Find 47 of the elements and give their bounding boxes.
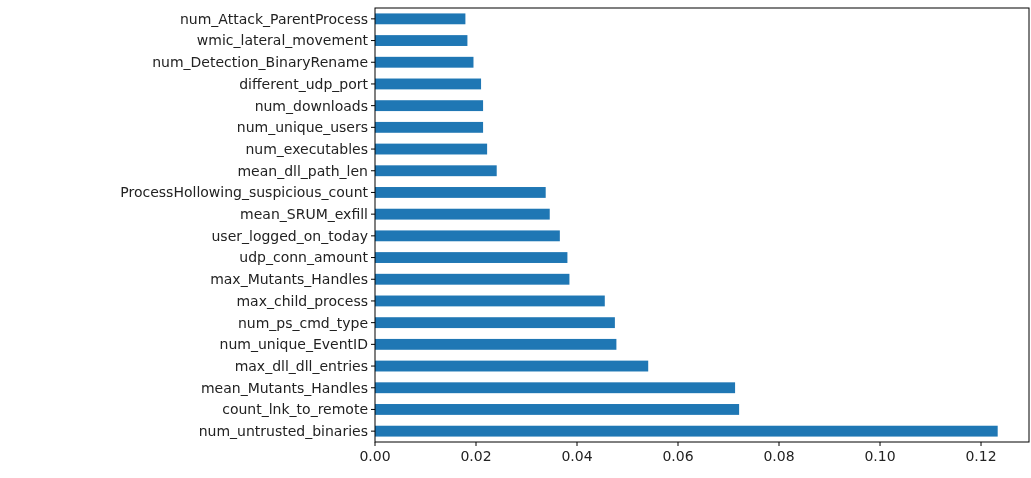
y-tick-label: max_child_process bbox=[236, 292, 368, 309]
y-tick-label: count_lnk_to_remote bbox=[222, 401, 368, 418]
y-tick-label: user_logged_on_today bbox=[211, 227, 368, 244]
bar bbox=[375, 165, 497, 177]
bar bbox=[375, 208, 550, 220]
y-tick-label: num_downloads bbox=[254, 97, 368, 114]
y-tick-label: wmic_lateral_movement bbox=[196, 32, 369, 49]
bar bbox=[375, 187, 546, 198]
y-tick-label: different_udp_port bbox=[239, 75, 369, 92]
bar bbox=[375, 78, 482, 90]
x-tick-label: 0.00 bbox=[359, 448, 391, 464]
y-tick-label: max_dll_dll_entries bbox=[234, 357, 368, 374]
bar bbox=[375, 252, 568, 263]
x-tick-label: 0.12 bbox=[965, 448, 997, 464]
x-tick-label: 0.04 bbox=[561, 448, 593, 464]
y-tick-label: num_untrusted_binaries bbox=[198, 423, 368, 440]
y-tick-label: num_Detection_BinaryRename bbox=[152, 54, 368, 71]
bar bbox=[375, 317, 615, 329]
bar bbox=[375, 404, 740, 415]
y-tick-label: ProcessHollowing_suspicious_count bbox=[120, 184, 369, 201]
bar bbox=[375, 425, 998, 437]
y-tick-label: udp_conn_amount bbox=[239, 249, 369, 266]
y-tick-label: num_unique_users bbox=[236, 119, 368, 136]
bar bbox=[375, 360, 649, 372]
bar bbox=[375, 143, 488, 155]
y-tick-label: mean_dll_path_len bbox=[237, 162, 368, 179]
x-tick-label: 0.02 bbox=[460, 448, 492, 464]
bar bbox=[375, 121, 484, 133]
y-tick-label: num_ps_cmd_type bbox=[237, 314, 368, 331]
bar bbox=[375, 338, 617, 350]
y-tick-label: num_unique_EventID bbox=[219, 336, 368, 353]
y-tick-label: mean_Mutants_Handles bbox=[200, 379, 368, 396]
bar bbox=[375, 273, 570, 285]
y-tick-label: num_executables bbox=[245, 140, 368, 157]
bar bbox=[375, 230, 560, 242]
x-tick-label: 0.10 bbox=[864, 448, 896, 464]
x-tick-label: 0.06 bbox=[662, 448, 694, 464]
y-tick-label: mean_SRUM_exfill bbox=[240, 206, 368, 223]
bar bbox=[375, 35, 468, 46]
y-tick-label: num_Attack_ParentProcess bbox=[179, 10, 368, 27]
bar bbox=[375, 382, 736, 394]
bar bbox=[375, 56, 474, 68]
bar bbox=[375, 13, 466, 25]
bar bbox=[375, 295, 605, 307]
y-tick-label: max_Mutants_Handles bbox=[210, 271, 368, 288]
bar bbox=[375, 100, 484, 112]
x-tick-label: 0.08 bbox=[763, 448, 795, 464]
